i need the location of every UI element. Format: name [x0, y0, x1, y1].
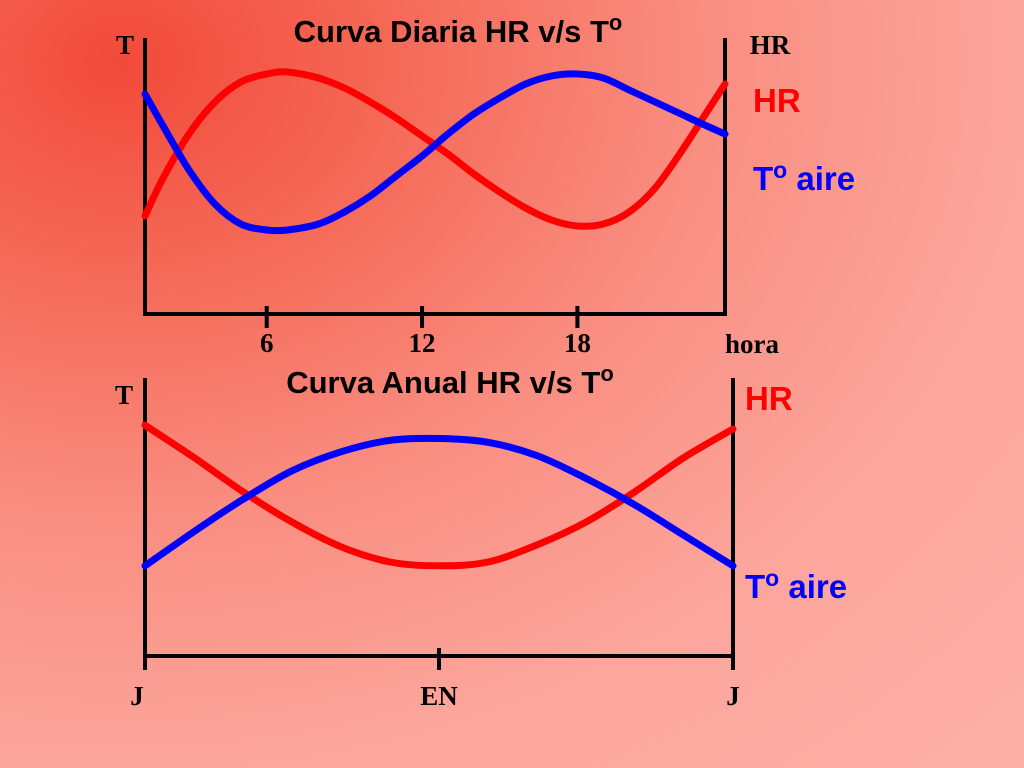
annual-legend-temp-sup: o: [765, 565, 779, 591]
annual-series-temp-line: [141, 434, 737, 570]
daily-x-tick-label: 12: [409, 328, 436, 358]
daily-legend-temp: To aire: [753, 157, 855, 197]
daily-series-group: [141, 68, 729, 235]
daily-chart-title: Curva Diaria HR v/s To: [294, 10, 623, 49]
annual-chart-title-sup: o: [600, 361, 613, 386]
daily-x-tick-label: 6: [260, 328, 274, 358]
annual-x-ticks: J EN J: [130, 648, 740, 711]
daily-x-axis-label: hora: [725, 329, 780, 359]
annual-series-group: [141, 421, 737, 570]
daily-series-temp-line: [141, 70, 729, 235]
annual-left-axis-label: T: [115, 380, 133, 410]
daily-x-ticks: 6 12 18: [260, 306, 591, 358]
daily-right-axis-label: HR: [750, 30, 791, 60]
daily-legend-temp-t: T: [753, 160, 773, 197]
daily-chart-title-sup: o: [609, 10, 622, 35]
annual-chart-title-main: Curva Anual HR v/s T: [286, 365, 600, 400]
annual-legend-temp-t: T: [745, 568, 765, 605]
daily-legend-temp-sup: o: [773, 157, 787, 183]
annual-x-tick-label: J: [130, 681, 144, 711]
annual-chart-title: Curva Anual HR v/s To: [286, 361, 614, 400]
annual-series-hr-line: [141, 421, 737, 570]
annual-x-tick-label: EN: [420, 681, 458, 711]
annual-legend-hr: HR: [745, 380, 793, 417]
annual-legend-temp: To aire: [745, 565, 847, 605]
daily-chart: Curva Diaria HR v/s To T HR 6 12 18 hora H…: [116, 10, 855, 359]
daily-x-tick-label: 18: [564, 328, 591, 358]
daily-legend-hr: HR: [753, 82, 801, 119]
daily-legend-temp-rest: aire: [787, 160, 855, 197]
annual-chart: Curva Anual HR v/s To T J EN J HR To aire: [115, 361, 847, 711]
annual-x-tick-label: J: [726, 681, 740, 711]
daily-left-axis-label: T: [116, 30, 134, 60]
annual-legend-temp-rest: aire: [779, 568, 847, 605]
daily-chart-title-main: Curva Diaria HR v/s T: [294, 14, 609, 49]
